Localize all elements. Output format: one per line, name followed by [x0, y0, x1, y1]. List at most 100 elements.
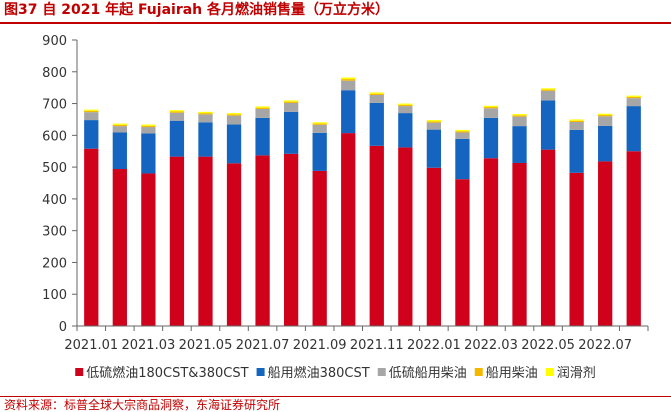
x-tick-label: 2021.07 — [236, 338, 290, 353]
bar-segment-s0-2022.03 — [483, 158, 499, 326]
legend-swatch — [545, 368, 554, 376]
legend-label: 船用燃油380CST — [268, 365, 370, 381]
bar-segment-s1-2022.07 — [598, 125, 613, 162]
bar-segment-s2-2022.08 — [626, 98, 641, 107]
bar-segment-s4-2021.10 — [341, 77, 356, 80]
y-tick-label: 700 — [42, 98, 67, 113]
bar-segment-s1-2021.09 — [312, 132, 327, 171]
legend-swatch — [256, 368, 265, 376]
bar-segment-s0-2022.05 — [540, 149, 556, 326]
bar-segment-s0-2022.04 — [512, 162, 527, 326]
bar-segment-s1-2021.01 — [84, 120, 99, 149]
y-tick-label: 0 — [59, 320, 67, 335]
bar-segment-s3-2022.08 — [626, 96, 641, 99]
bar-segment-s1-2021.10 — [341, 90, 356, 134]
legend-swatch — [377, 368, 386, 376]
bar-segment-s0-2022.07 — [598, 161, 613, 326]
bar-segment-s3-2021.02 — [112, 124, 127, 127]
y-tick-label: 500 — [42, 161, 67, 176]
bar-segment-s3-2022.07 — [598, 115, 613, 117]
bar-segment-s3-2021.03 — [141, 125, 156, 128]
bar-segment-s1-2022.08 — [626, 106, 641, 152]
bar-segment-s1-2022.04 — [512, 126, 527, 163]
bar-segment-s3-2021.04 — [169, 111, 185, 113]
legend-swatch — [474, 368, 483, 376]
bar-segment-s4-2022.08 — [626, 95, 641, 97]
bar-segment-s2-2022.06 — [569, 121, 584, 130]
bar-segment-s2-2021.10 — [341, 80, 356, 91]
legend-label: 低硫船用柴油 — [389, 366, 467, 381]
bar-segment-s4-2022.01 — [426, 120, 442, 122]
bar-segment-s4-2021.06 — [226, 113, 242, 115]
legend-label: 润滑剂 — [557, 366, 596, 381]
x-tick-label: 2021.01 — [64, 338, 118, 353]
y-tick-label: 800 — [42, 66, 67, 81]
x-tick-label: 2022.05 — [521, 338, 575, 353]
bar-segment-s3-2021.10 — [341, 79, 356, 81]
bar-segment-s3-2021.05 — [198, 113, 213, 115]
bar-segment-s0-2021.10 — [341, 133, 356, 326]
source-note: 资料来源：标普全球大宗商品洞察，东海证券研究所 — [4, 398, 281, 412]
bar-segment-s4-2021.05 — [198, 111, 213, 114]
bar-segment-s2-2021.08 — [283, 102, 299, 112]
bar-segment-s4-2022.03 — [483, 105, 499, 108]
y-tick-label: 100 — [42, 288, 67, 303]
legend-label: 船用柴油 — [486, 366, 538, 381]
bar-segment-s2-2021.09 — [312, 124, 327, 133]
bar-segment-s3-2021.07 — [255, 107, 270, 109]
bar-segment-s1-2021.04 — [169, 120, 185, 157]
bar-segment-s3-2022.01 — [426, 121, 442, 123]
bar-segment-s4-2022.04 — [512, 114, 527, 116]
x-tick-label: 2022.07 — [578, 338, 632, 353]
y-tick-label: 400 — [42, 193, 67, 208]
bar-segment-s0-2021.11 — [369, 145, 384, 326]
x-tick-label: 2021.03 — [121, 338, 175, 353]
y-tick-label: 600 — [42, 129, 67, 144]
bar-segment-s0-2021.03 — [141, 173, 156, 326]
bar-segment-s2-2022.04 — [512, 116, 527, 127]
legend: 低硫燃油180CST&380CST 船用燃油380CST 低硫船用柴油 船用柴油 润滑剂 — [75, 365, 596, 381]
bar-segment-s4-2021.02 — [112, 123, 127, 125]
x-axis: 2021.01 2021.03 2021.05 2021.07 2021.09 2021.… — [64, 325, 649, 353]
title-bar: 图37 自 2021 年起 Fujairah 各月燃油销售量（万立方米） — [0, 0, 671, 24]
bar-segment-s3-2021.06 — [226, 114, 242, 116]
bar-segment-s3-2022.06 — [569, 120, 584, 122]
bar-segment-s3-2022.02 — [455, 131, 470, 133]
x-tick-label: 2021.11 — [350, 338, 404, 353]
bar-segment-s0-2021.07 — [255, 155, 270, 326]
bar-segment-s3-2021.08 — [283, 101, 299, 103]
bar-segment-s1-2021.11 — [369, 102, 384, 146]
bar-segment-s4-2021.09 — [312, 122, 327, 124]
bar-segment-s4-2021.11 — [369, 92, 384, 94]
legend-label: 低硫燃油180CST&380CST — [86, 365, 248, 381]
bar-segment-s1-2022.01 — [426, 129, 442, 168]
bar-segment-s3-2022.04 — [512, 115, 527, 117]
y-axis: 0 100 200 300 400 500 600 700 800 900 — [42, 34, 78, 335]
bar-segment-s0-2021.05 — [198, 156, 213, 326]
bar-segment-s2-2021.07 — [255, 108, 270, 118]
bar-segment-s2-2021.01 — [84, 112, 99, 121]
bar-segment-s3-2021.11 — [369, 93, 384, 95]
x-tick-label: 2021.05 — [179, 338, 233, 353]
bars — [84, 77, 641, 326]
bar-segment-s3-2022.03 — [483, 107, 499, 109]
legend-item-s3: 船用柴油 — [474, 366, 538, 381]
bar-segment-s2-2022.03 — [483, 108, 499, 118]
x-tick-label: 2022.01 — [407, 338, 461, 353]
bar-segment-s4-2022.05 — [540, 88, 556, 90]
bar-segment-s3-2021.12 — [398, 104, 413, 107]
bar-segment-s2-2021.05 — [198, 114, 213, 123]
bar-segment-s2-2021.02 — [112, 126, 127, 133]
bar-segment-s4-2022.07 — [598, 113, 613, 115]
bar-segment-s2-2022.01 — [426, 122, 442, 130]
legend-swatch — [75, 368, 84, 376]
bar-segment-s1-2022.02 — [455, 138, 470, 180]
bar-segment-s4-2021.01 — [84, 109, 99, 111]
bar-segment-s0-2021.09 — [312, 170, 327, 326]
bar-segment-s2-2021.03 — [141, 127, 156, 134]
bar-segment-s0-2021.02 — [112, 169, 127, 326]
bar-segment-s4-2021.03 — [141, 124, 156, 126]
bar-segment-s0-2021.04 — [169, 156, 185, 326]
bar-segment-s0-2022.06 — [569, 172, 584, 326]
